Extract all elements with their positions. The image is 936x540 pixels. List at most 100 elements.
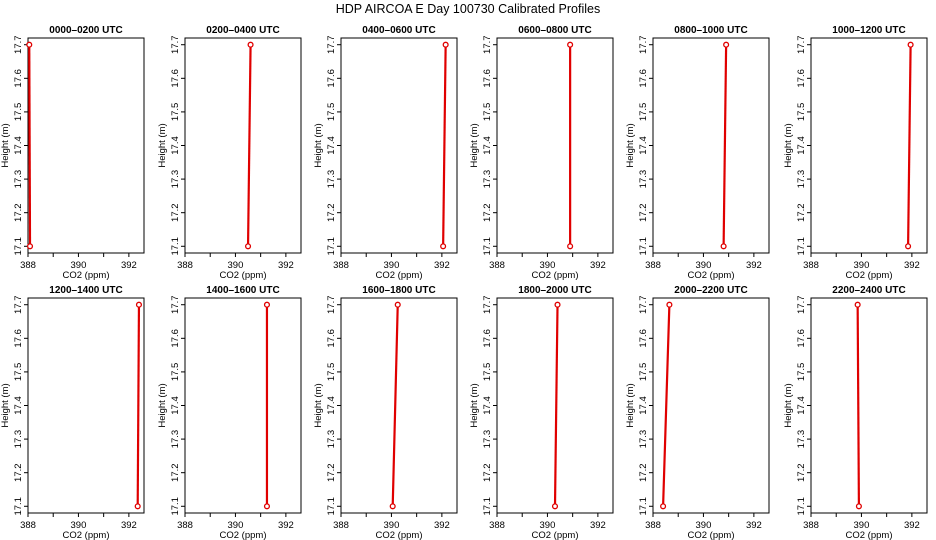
- x-tick-label: 390: [696, 520, 712, 531]
- data-point: [135, 301, 143, 308]
- data-point: [26, 41, 33, 48]
- panel-11: 2000–2200 UTC 388 390 392 17.1 17.2 17.3 17.4 17…: [625, 285, 770, 540]
- panel-9: 1600–1800 UTC 388 390 392 17.1 17.2 17.3 17.4 17…: [313, 285, 458, 540]
- y-tick-label: 17.3: [170, 430, 181, 449]
- y-tick-label: 17.2: [326, 203, 337, 222]
- y-tick-label: 17.3: [170, 170, 181, 189]
- panel-1: 0000–0200 UTC 388 390 392 17.1 17.2 17.3 17.4 17…: [0, 25, 145, 281]
- y-tick-label: 17.5: [482, 363, 493, 382]
- x-tick-label: 392: [904, 260, 920, 271]
- x-tick-label: 388: [645, 260, 661, 271]
- x-tick-label: 390: [696, 260, 712, 271]
- x-tick-label: 392: [434, 260, 450, 271]
- x-tick-label: 392: [278, 260, 294, 271]
- y-tick-label: 17.6: [482, 329, 493, 348]
- panel-5: 0800–1000 UTC 388 390 392 17.1 17.2 17.3 17.4 17…: [625, 25, 770, 281]
- y-tick-label: 17.7: [13, 35, 24, 54]
- y-tick-label: 17.2: [638, 463, 649, 482]
- data-point: [567, 243, 574, 250]
- plot-frame: [496, 37, 614, 254]
- panel-10: 1800–2000 UTC 388 390 392 17.1 17.2 17.3 17.4 17…: [469, 285, 614, 540]
- data-point: [440, 243, 447, 250]
- y-axis-label: Height (m): [469, 123, 480, 167]
- data-point: [134, 503, 141, 510]
- profile-line: [442, 44, 447, 247]
- y-tick-label: 17.2: [796, 463, 807, 482]
- plot-frame: [340, 37, 458, 254]
- x-tick-label: 388: [489, 260, 505, 271]
- x-tick-label: 388: [20, 260, 36, 271]
- y-tick-label: 17.4: [796, 396, 807, 415]
- panel-2: 0200–0400 UTC 388 390 392 17.1 17.2 17.3 17.4 17…: [157, 25, 302, 281]
- x-tick-label: 388: [177, 520, 193, 531]
- y-axis-label: Height (m): [469, 383, 480, 427]
- y-tick-label: 17.7: [13, 295, 24, 314]
- y-tick-label: 17.7: [170, 35, 181, 54]
- y-axis-label: Height (m): [0, 123, 11, 167]
- data-point: [907, 41, 914, 48]
- y-tick-label: 17.6: [326, 69, 337, 88]
- y-tick-label: 17.1: [13, 497, 24, 516]
- plot-frame: [27, 297, 145, 514]
- profile-line: [722, 44, 728, 247]
- x-tick-label: 390: [540, 520, 556, 531]
- y-tick-label: 17.3: [326, 430, 337, 449]
- x-tick-label: 388: [645, 520, 661, 531]
- x-axis-label: CO2 (ppm): [220, 530, 267, 540]
- y-tick-label: 17.6: [13, 329, 24, 348]
- y-tick-label: 17.3: [638, 430, 649, 449]
- y-tick-label: 17.4: [482, 136, 493, 155]
- plot-frame: [652, 37, 770, 254]
- panel-6: 1000–1200 UTC 388 390 392 17.1 17.2 17.3 17.4 17…: [783, 25, 928, 281]
- y-tick-label: 17.7: [326, 295, 337, 314]
- y-tick-label: 17.4: [13, 396, 24, 415]
- y-tick-label: 17.2: [326, 463, 337, 482]
- y-tick-label: 17.6: [482, 69, 493, 88]
- y-tick-label: 17.1: [482, 497, 493, 516]
- x-axis-label: CO2 (ppm): [376, 270, 423, 281]
- y-tick-label: 17.4: [170, 396, 181, 415]
- y-tick-label: 17.4: [326, 136, 337, 155]
- y-tick-label: 17.5: [326, 363, 337, 382]
- y-tick-label: 17.7: [482, 35, 493, 54]
- y-axis-label: Height (m): [157, 383, 168, 427]
- y-axis-label: Height (m): [0, 383, 11, 427]
- x-tick-label: 392: [590, 520, 606, 531]
- y-tick-label: 17.5: [13, 103, 24, 122]
- profile-line: [28, 44, 32, 247]
- y-tick-label: 17.5: [482, 103, 493, 122]
- x-axis-label: CO2 (ppm): [63, 270, 110, 281]
- x-tick-label: 388: [803, 520, 819, 531]
- panel-title: 0000–0200 UTC: [49, 25, 122, 36]
- data-point: [442, 41, 449, 48]
- x-tick-label: 392: [121, 520, 137, 531]
- profile-line: [553, 304, 559, 507]
- y-tick-label: 17.5: [170, 103, 181, 122]
- data-point: [854, 301, 861, 308]
- x-tick-label: 388: [333, 520, 349, 531]
- y-tick-label: 17.6: [638, 69, 649, 88]
- y-axis-label: Height (m): [783, 383, 794, 427]
- y-tick-label: 17.5: [796, 363, 807, 382]
- y-tick-label: 17.4: [796, 136, 807, 155]
- y-tick-label: 17.5: [796, 103, 807, 122]
- data-point: [666, 301, 673, 308]
- x-tick-label: 388: [489, 520, 505, 531]
- x-tick-label: 392: [904, 520, 920, 531]
- data-point: [263, 503, 271, 510]
- y-tick-label: 17.7: [796, 35, 807, 54]
- data-point: [723, 41, 730, 48]
- y-tick-label: 17.6: [170, 329, 181, 348]
- x-tick-label: 390: [228, 260, 244, 271]
- y-tick-label: 17.4: [13, 136, 24, 155]
- x-tick-label: 390: [71, 260, 87, 271]
- data-point: [26, 243, 34, 250]
- x-axis-label: CO2 (ppm): [688, 530, 735, 540]
- panel-4: 0600–0800 UTC 388 390 392 17.1 17.2 17.3 17.4 17…: [469, 25, 614, 281]
- x-tick-label: 388: [333, 260, 349, 271]
- y-tick-label: 17.1: [796, 497, 807, 516]
- data-point: [905, 243, 912, 250]
- y-axis-label: Height (m): [313, 123, 324, 167]
- y-tick-label: 17.5: [326, 103, 337, 122]
